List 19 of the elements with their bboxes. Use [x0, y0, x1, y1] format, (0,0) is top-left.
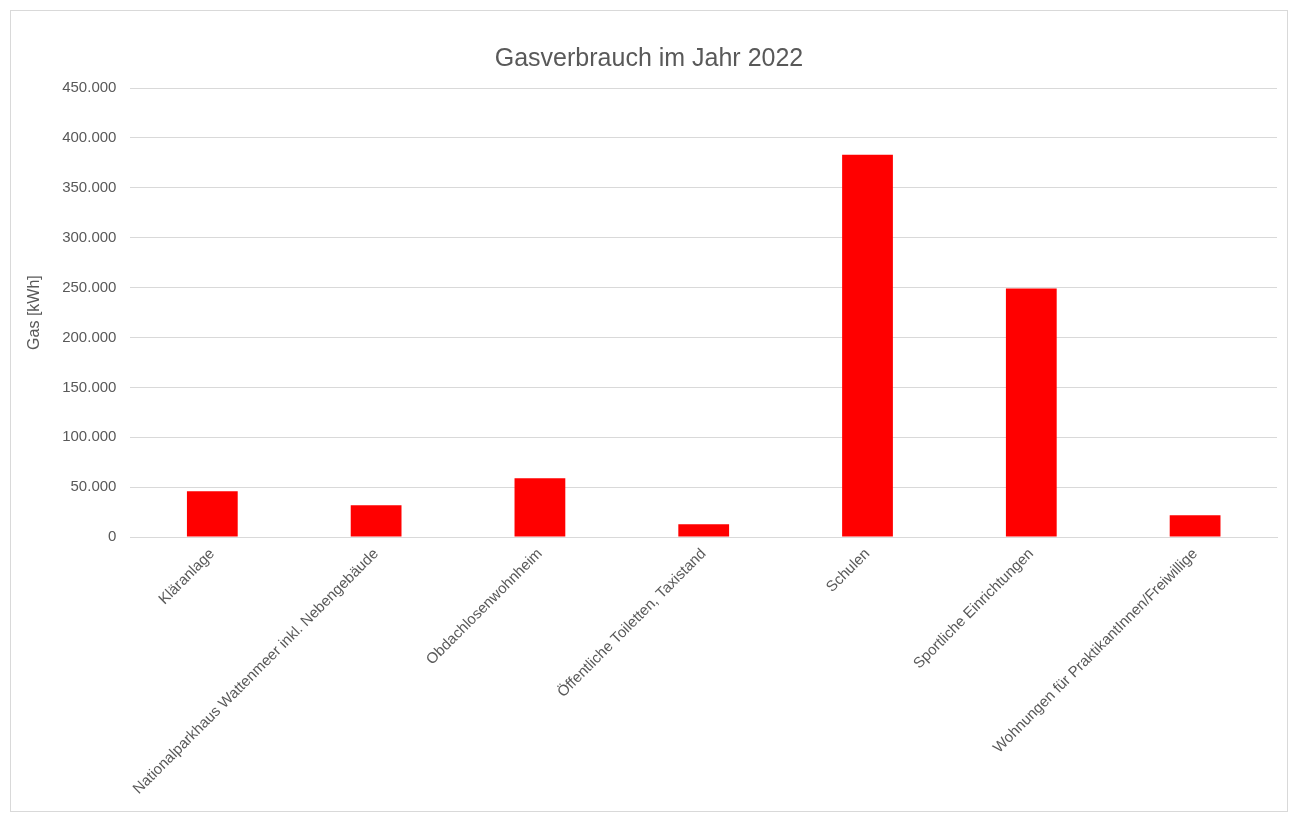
y-tick-label: 400.000 [62, 128, 117, 146]
bar [350, 505, 402, 537]
bar [678, 524, 730, 537]
bar [514, 478, 566, 537]
y-tick-label: 250.000 [62, 277, 117, 295]
bar [1169, 515, 1221, 537]
y-tick-label: 100.000 [62, 427, 117, 445]
bar [186, 491, 238, 537]
chart-title: Gasverbrauch im Jahr 2022 [494, 42, 804, 71]
y-tick-label: 450.000 [62, 78, 117, 96]
y-axis-title: Gas [kWh] [25, 275, 43, 350]
bar [842, 154, 893, 537]
bar [1005, 288, 1057, 537]
y-tick-label: 300.000 [62, 227, 117, 245]
y-tick-label: 150.000 [62, 377, 117, 395]
y-tick-label: 200.000 [62, 327, 117, 345]
y-tick-label: 350.000 [62, 177, 117, 195]
y-tick-label: 50.000 [70, 477, 117, 495]
y-tick-label: 0 [108, 527, 117, 545]
